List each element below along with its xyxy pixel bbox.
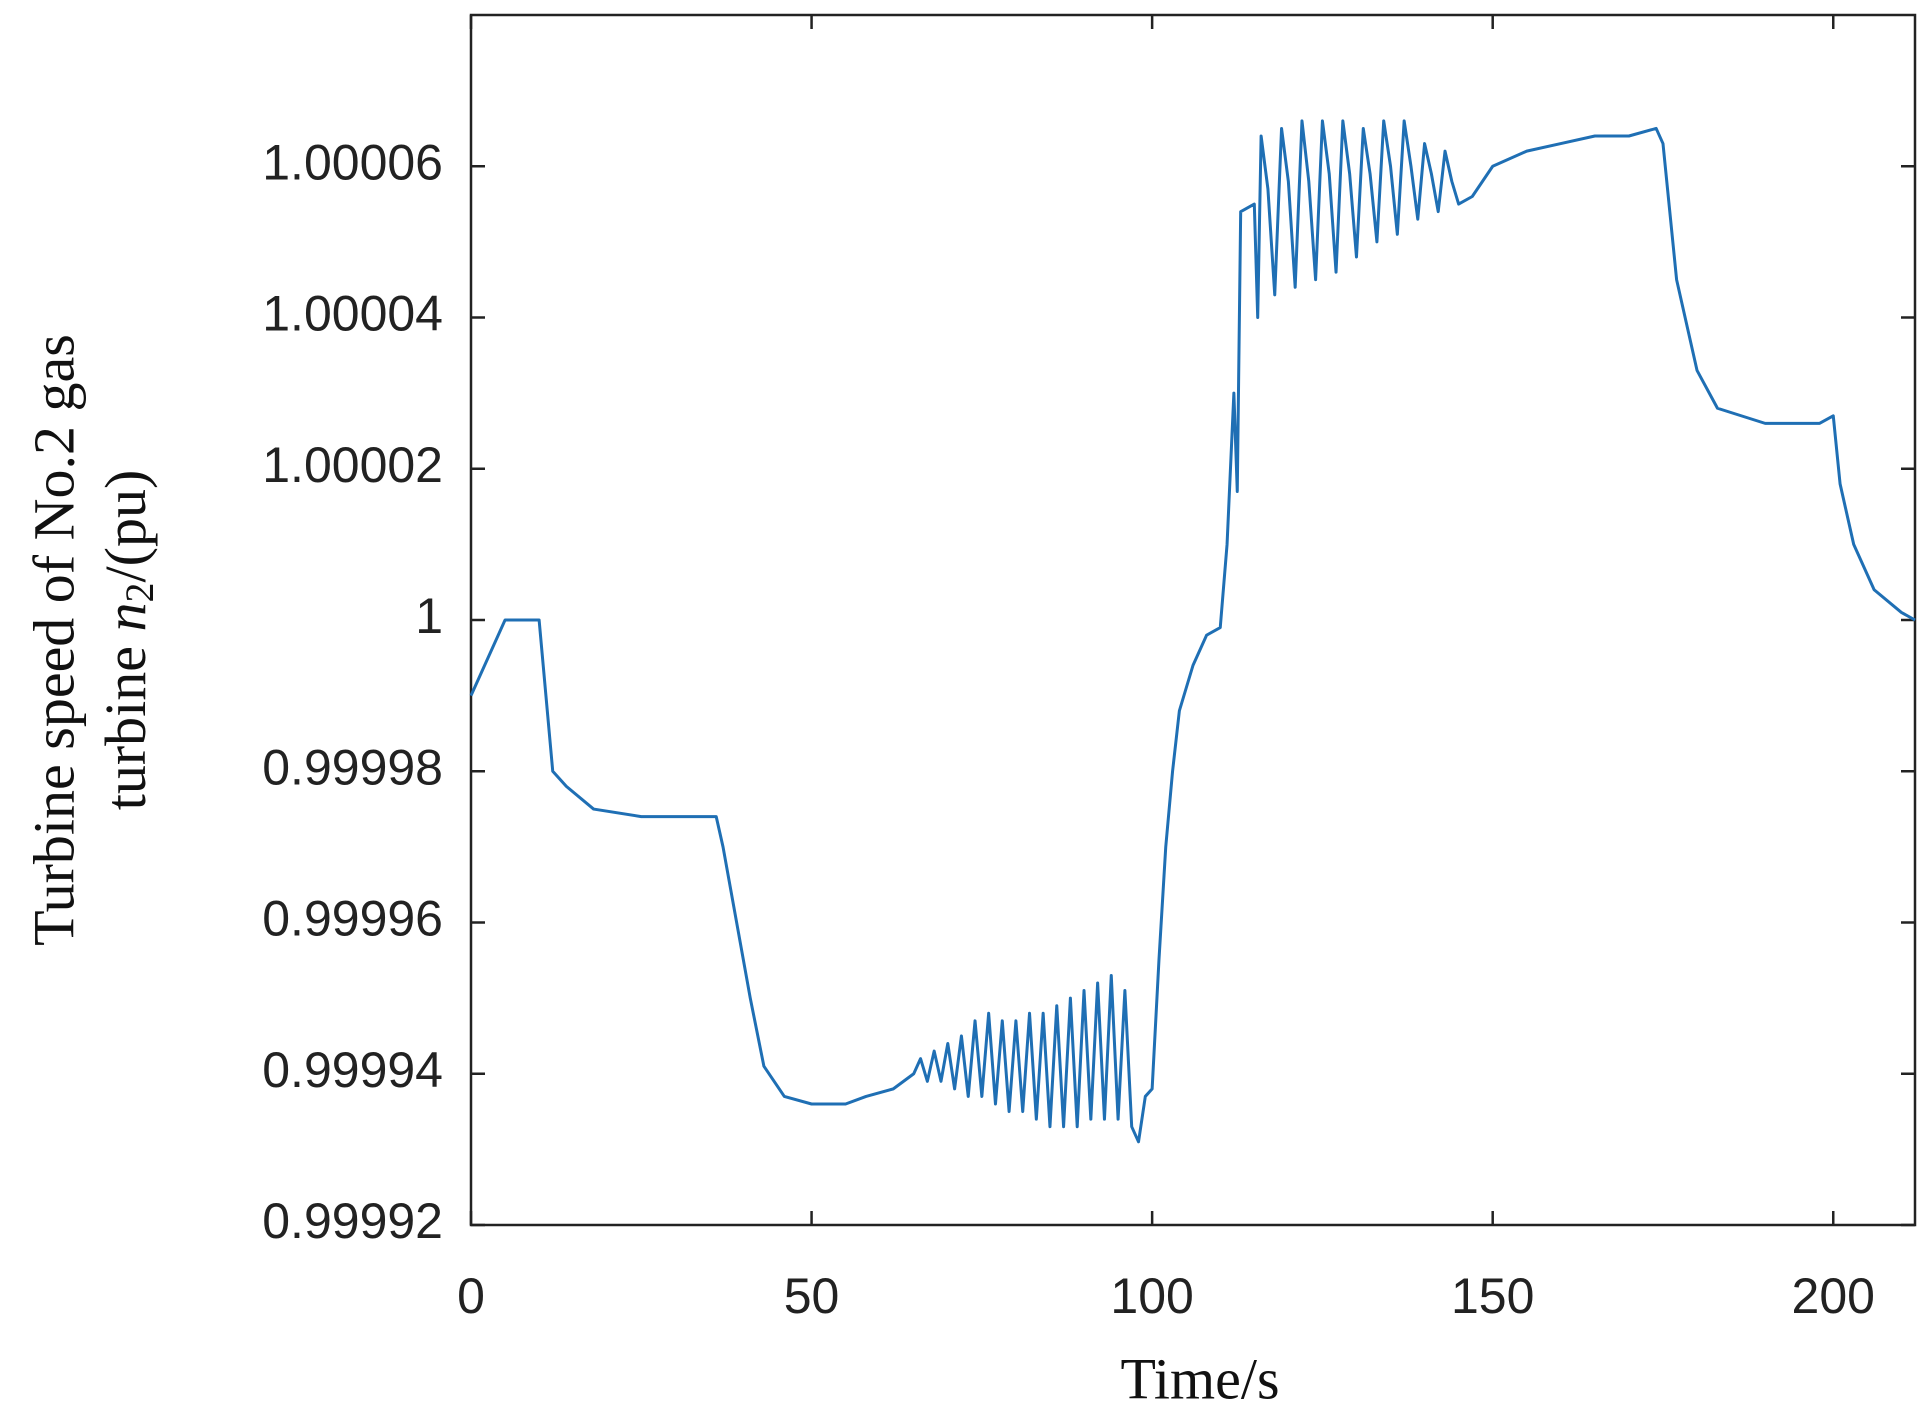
label-part: turbine [93,631,158,810]
x-tick-label: 150 [1451,1268,1534,1324]
y-tick-label: 0.99992 [262,1193,443,1249]
x-tick-label: 100 [1110,1268,1193,1324]
x-tick-label: 50 [784,1268,840,1324]
y-tick-label: 1.00004 [262,286,443,342]
y-axis-label-line: Turbine speed of No.2 gas [21,334,86,946]
y-tick-label: 1.00002 [262,437,443,493]
y-tick-label: 0.99998 [262,739,443,795]
label-part: n [93,602,158,631]
y-tick-label: 0.99994 [262,1042,443,1098]
y-axis-label: Turbine speed of No.2 gas turbine n2/(pu… [21,334,162,946]
y-tick-label: 0.99996 [262,891,443,947]
data-line [469,119,1916,1144]
y-axis-label-line: turbine n2/(pu) [93,470,162,811]
x-axis-label: Time/s [1120,1346,1279,1411]
x-tick-label: 0 [457,1268,485,1324]
label-part: 2 [117,582,162,602]
x-tick-label: 200 [1792,1268,1875,1324]
label-part: /(pu) [93,470,158,583]
y-tick-label: 1.00006 [262,134,443,190]
y-tick-label: 1 [415,588,443,644]
plot-frame [469,13,1917,1227]
